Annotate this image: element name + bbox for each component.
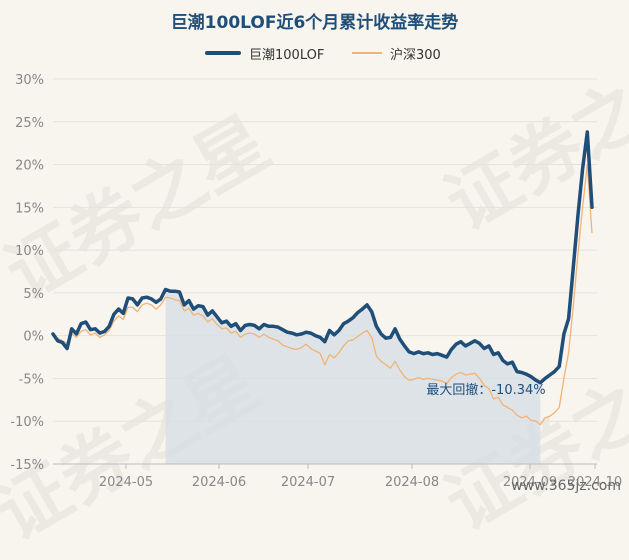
x-axis: 2024-05 2024-06 2024-07 2024-08 2024-09 2024-… — [53, 463, 622, 490]
y-tick-label: 20% — [15, 159, 44, 174]
x-tick-label: 2024-07 — [281, 475, 335, 490]
line-chart: -15%-10%-5%0%5%10%15%20%25%30% 2024-05 20… — [10, 73, 622, 490]
legend-label-series2: 沪深300 — [390, 47, 441, 63]
max-drawdown-area — [165, 289, 541, 464]
y-tick-label: 10% — [15, 244, 44, 259]
y-tick-label: 0% — [23, 330, 44, 345]
y-tick-label: -10% — [10, 415, 44, 430]
legend-item-series1[interactable]: 巨潮100LOF — [205, 43, 324, 63]
y-tick-label: 30% — [15, 73, 44, 88]
y-axis: -15% -10% -5% 0% 5% 10% 15% 20% 25% 30% — [10, 73, 44, 473]
y-tick-label: -15% — [10, 458, 44, 473]
x-tick-label: 2024-09 — [503, 475, 557, 490]
footer-watermark: www.365jz.com — [511, 478, 621, 494]
max-drawdown-label: 最大回撤：-10.34% — [426, 382, 545, 398]
series-lines — [51, 130, 594, 426]
y-tick-label: -5% — [19, 372, 44, 387]
chart-title: 巨潮100LOF近6个月累计收益率走势 — [170, 13, 459, 33]
y-tick-label: 15% — [15, 201, 44, 216]
series-line-fund — [51, 130, 594, 385]
y-tick-label: 25% — [15, 116, 44, 131]
series-line-hs300 — [52, 163, 593, 426]
x-tick-label: 2024-08 — [385, 475, 439, 490]
legend-swatch-series1 — [205, 51, 241, 55]
annotations: 最大回撤：-10.34% — [426, 382, 545, 398]
x-tick-label: 2024-10 — [568, 475, 622, 490]
x-tick-label: 2024-06 — [192, 475, 246, 490]
legend-label-series1: 巨潮100LOF — [249, 47, 325, 63]
max-drawdown-fill — [165, 289, 541, 464]
x-tick-label: 2024-05 — [99, 475, 153, 490]
legend-swatch-series2 — [352, 52, 382, 54]
y-tick-label: 5% — [23, 287, 44, 302]
legend-item-series2[interactable]: 沪深300 — [352, 43, 441, 63]
